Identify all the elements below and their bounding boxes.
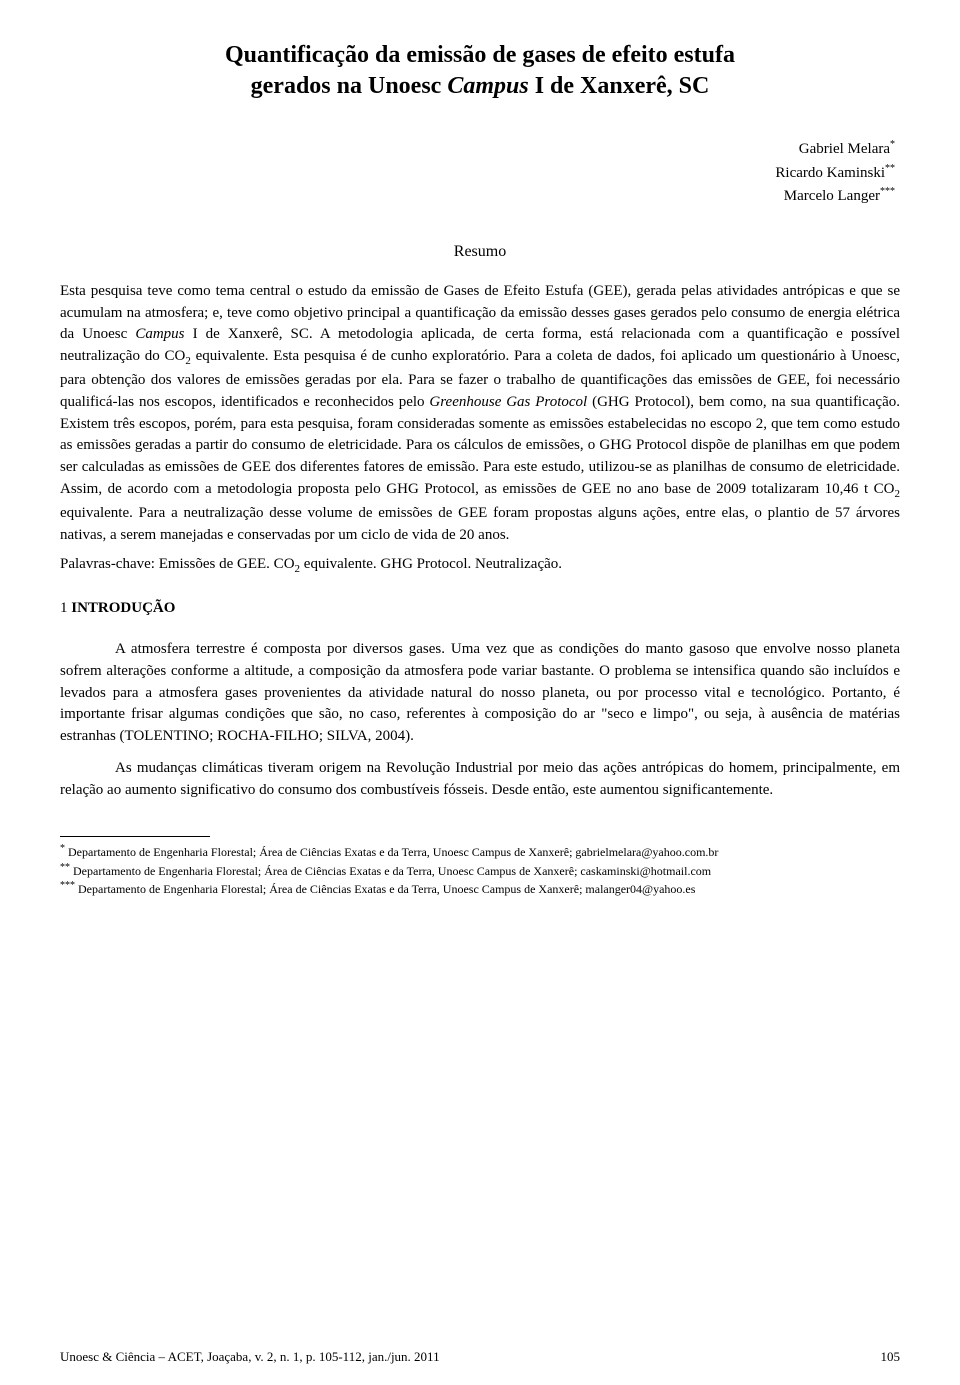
footnote-1: * Departamento de Engenharia Florestal; … (60, 842, 900, 860)
footnote-divider (60, 836, 210, 837)
resumo-heading: Resumo (60, 243, 900, 261)
page-number: 105 (881, 1349, 901, 1365)
keywords: Palavras-chave: Emissões de GEE. CO2 equ… (60, 554, 900, 578)
title-line-1: Quantificação da emissão de gases de efe… (225, 42, 735, 68)
author-1: Gabriel Melara* (60, 137, 895, 161)
footer-citation: Unoesc & Ciência – ACET, Joaçaba, v. 2, … (60, 1349, 440, 1365)
title-line-2b: I de Xanxerê, SC (529, 73, 710, 99)
footnote-3: *** Departamento de Engenharia Florestal… (60, 879, 900, 897)
title-line-2a: gerados na Unoesc (251, 73, 448, 99)
intro-paragraph-2: As mudanças climáticas tiveram origem na… (60, 758, 900, 802)
footnote-2: ** Departamento de Engenharia Florestal;… (60, 861, 900, 879)
author-2: Ricardo Kaminski** (60, 161, 895, 185)
section-heading: 1 INTRODUÇÃO (60, 600, 900, 617)
title-italic-word: Campus (447, 73, 528, 99)
author-3: Marcelo Langer*** (60, 184, 895, 208)
abstract-text: Esta pesquisa teve como tema central o e… (60, 281, 900, 546)
page-footer: Unoesc & Ciência – ACET, Joaçaba, v. 2, … (60, 1349, 900, 1365)
author-list: Gabriel Melara* Ricardo Kaminski** Marce… (60, 137, 900, 208)
article-title: Quantificação da emissão de gases de efe… (60, 40, 900, 102)
intro-paragraph-1: A atmosfera terrestre é composta por div… (60, 639, 900, 748)
